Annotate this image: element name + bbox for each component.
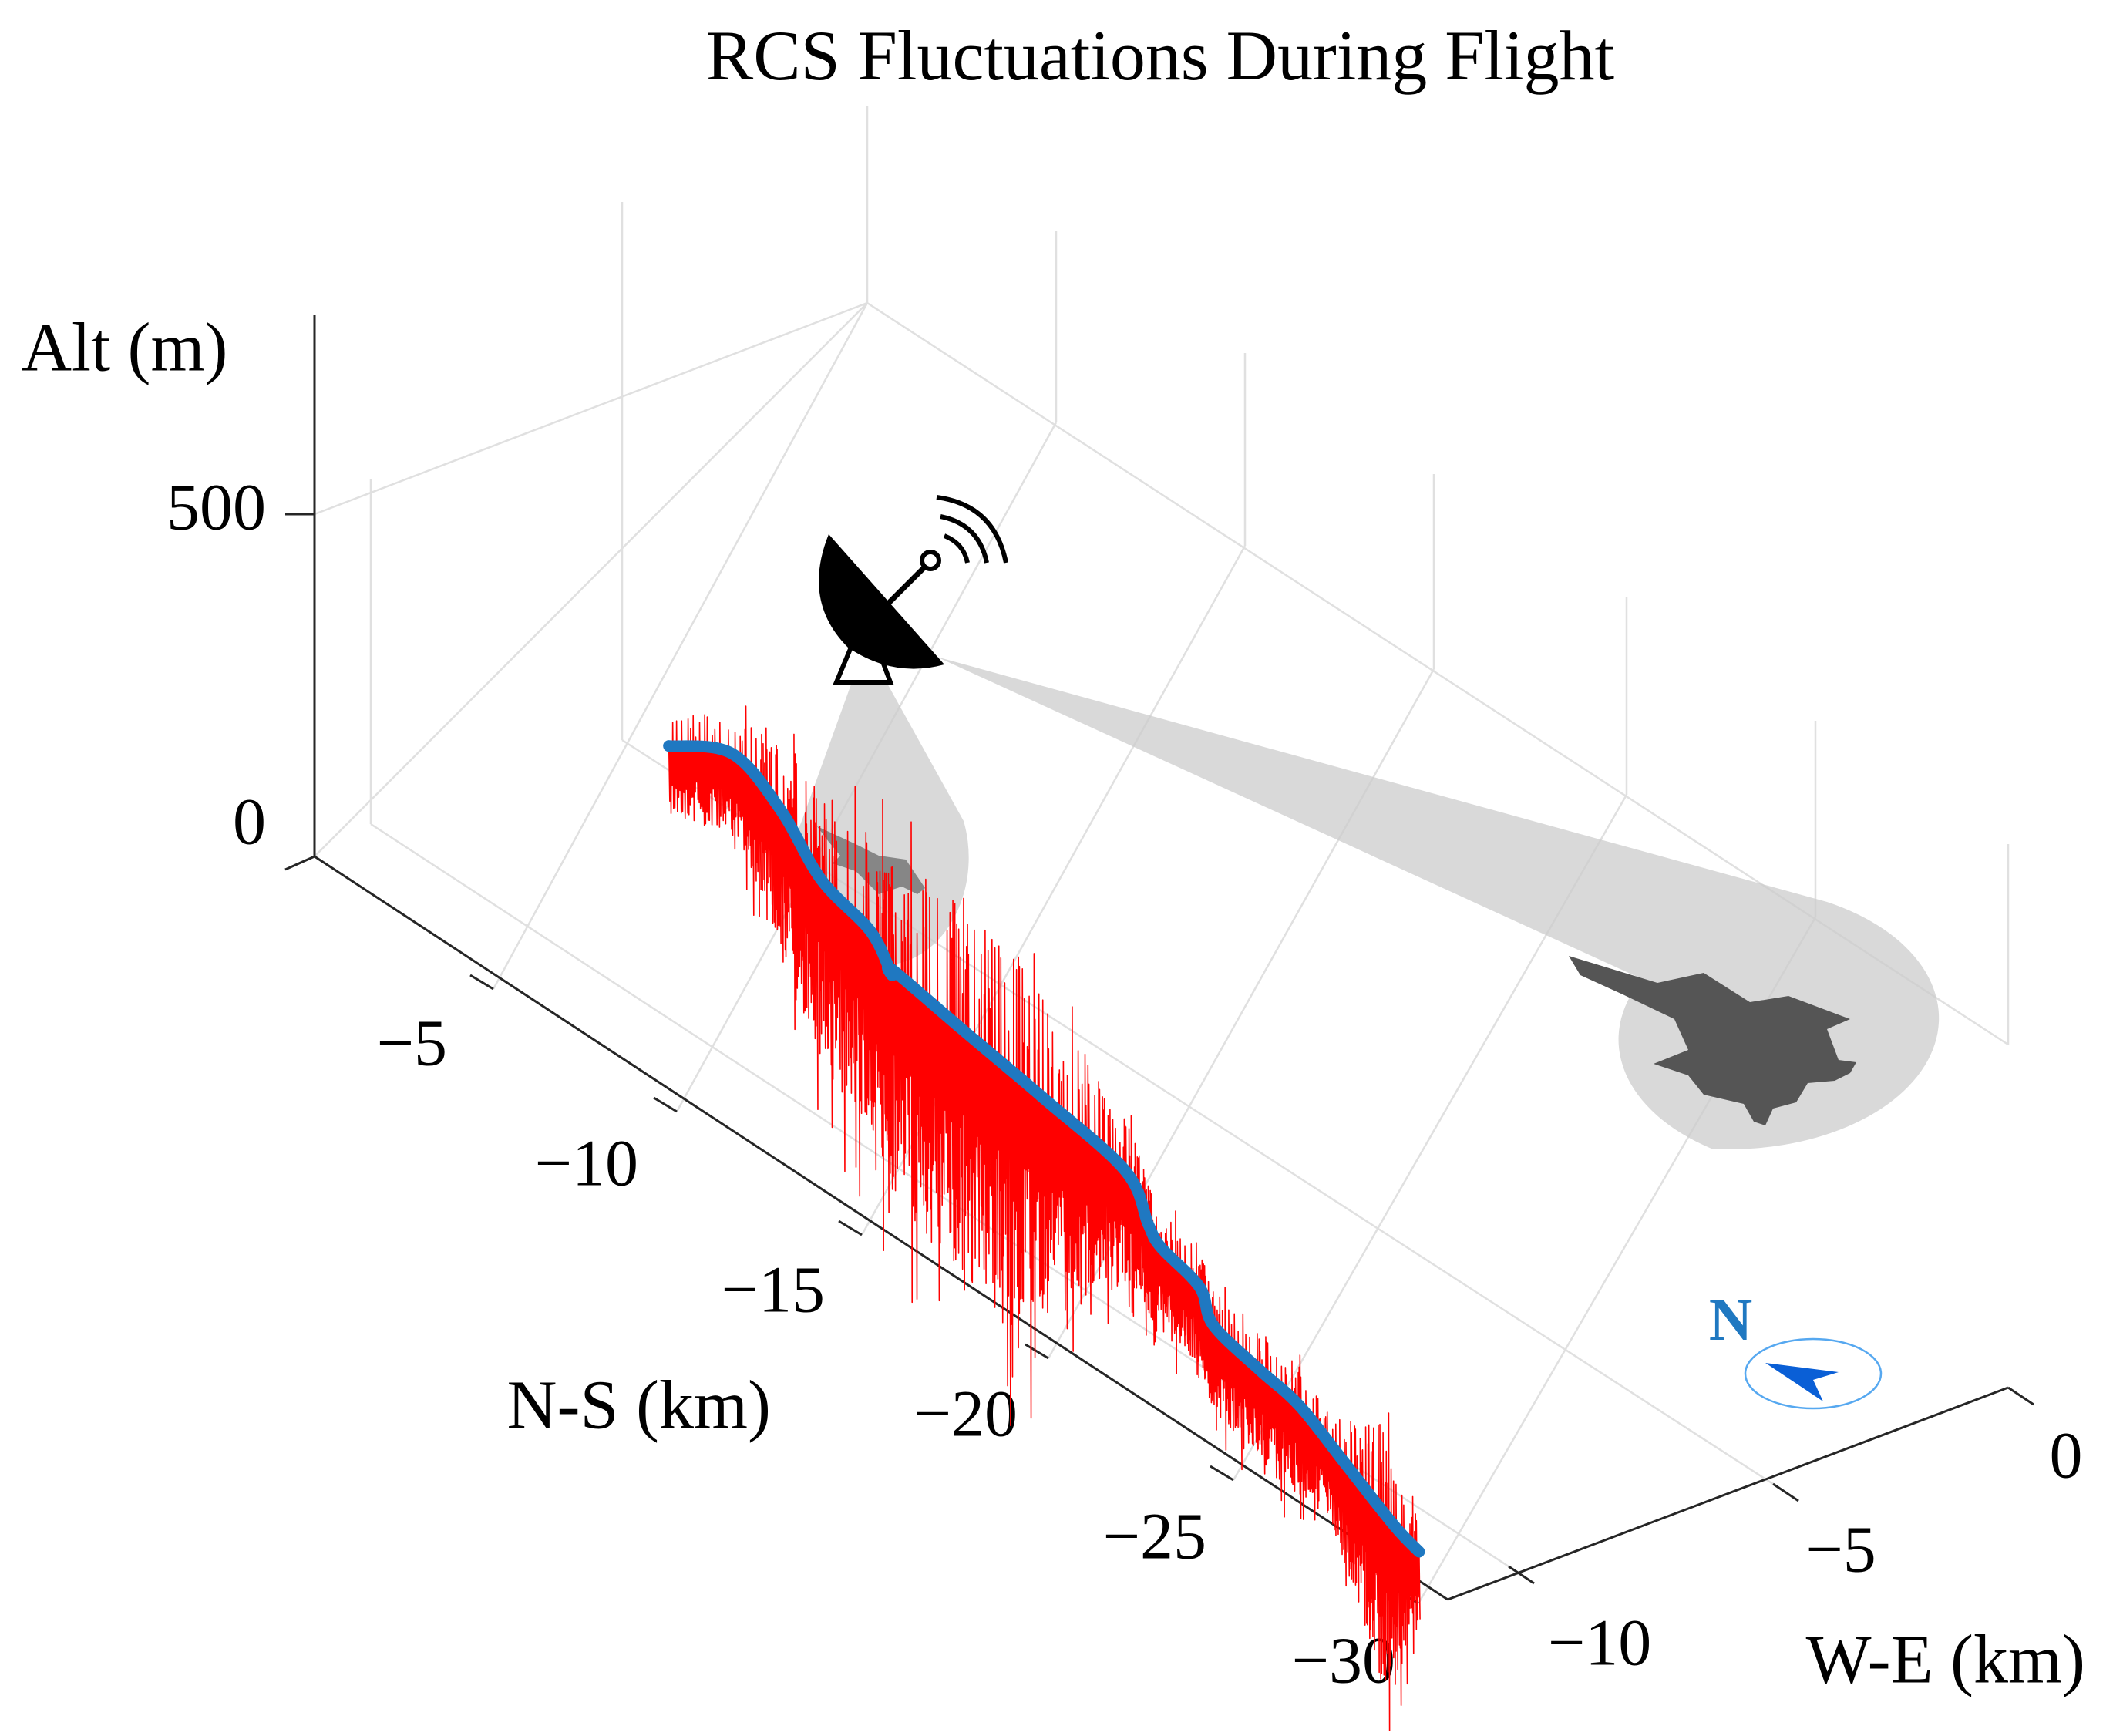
z-tick-label-0: 0 — [233, 785, 266, 859]
radar-wave — [943, 533, 970, 564]
radar-mast — [833, 638, 894, 685]
y-tick-mark — [838, 1220, 863, 1236]
y-tick-label: −25 — [1102, 1499, 1206, 1573]
z-tick-label-500: 500 — [167, 470, 266, 544]
x-tick-label: 0 — [2050, 1418, 2083, 1492]
y-tick-mark — [469, 974, 494, 991]
grid-line — [314, 302, 868, 857]
x-tick-label: −5 — [1805, 1512, 1876, 1586]
small-aircraft-icon — [817, 826, 925, 894]
y-tick-label: −20 — [914, 1377, 1018, 1451]
grid-line — [314, 301, 868, 516]
x-tick-label: −10 — [1548, 1606, 1652, 1680]
chart-title: RCS Fluctuations During Flight — [706, 16, 1615, 95]
grid-line — [492, 302, 869, 990]
y-tick-label: −15 — [721, 1253, 825, 1327]
y-tick-mark — [1210, 1465, 1234, 1482]
compass-arrow-icon — [1765, 1363, 1839, 1401]
rcs-series — [668, 705, 1421, 1731]
y-tick-label: −30 — [1291, 1623, 1395, 1697]
z-axis-label: Alt (m) — [22, 310, 227, 386]
compass: N — [1709, 1286, 1883, 1410]
flight-path-series — [663, 740, 1425, 1558]
flight-path-line — [663, 740, 1425, 1558]
radar-wave — [936, 495, 1008, 564]
x-tick-mark — [1772, 1482, 1799, 1502]
x-axis-line — [1447, 1386, 2009, 1601]
radar-dish — [819, 534, 944, 669]
y-tick-label: −5 — [376, 1006, 447, 1080]
z-tick-0 — [284, 855, 315, 871]
radar-feed — [876, 560, 931, 615]
x-axis-label: W-E (km) — [1806, 1622, 2085, 1698]
radar-feed-tip — [920, 550, 941, 571]
compass-ring — [1744, 1337, 1883, 1410]
compass-label: N — [1709, 1286, 1752, 1353]
x-tick-mark — [1508, 1565, 1535, 1585]
y-tick-mark — [653, 1096, 678, 1113]
y-axis-label: N-S (km) — [507, 1368, 771, 1444]
large-aircraft-icon — [1569, 956, 1856, 1125]
radar-dish-icon — [819, 495, 1008, 685]
y-tick-label: −10 — [534, 1126, 638, 1200]
radar-wave — [940, 514, 989, 564]
x-tick-mark — [2007, 1386, 2034, 1406]
y-axis-line — [314, 855, 1448, 1601]
rcs-fluctuation-line — [668, 705, 1421, 1731]
y-tick-mark — [1025, 1343, 1049, 1360]
